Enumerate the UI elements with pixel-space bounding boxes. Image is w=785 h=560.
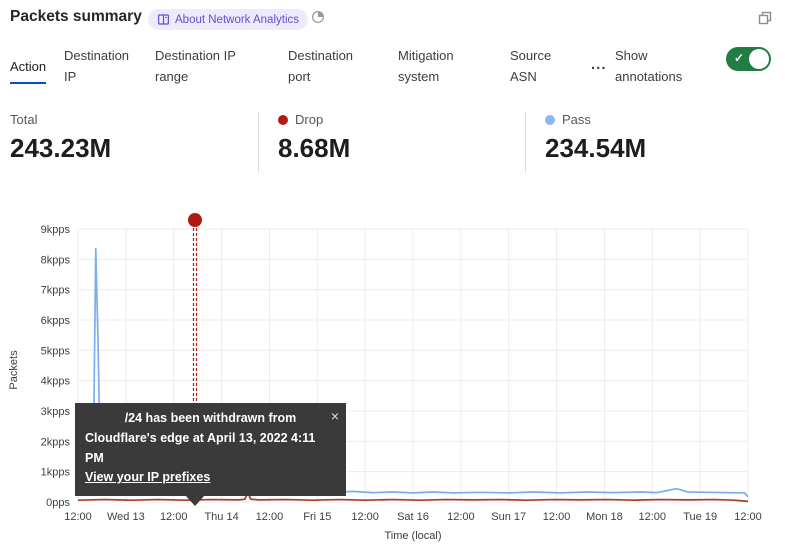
- book-icon: [157, 13, 170, 26]
- series-drop: [77, 492, 749, 503]
- annotation-marker[interactable]: [187, 213, 202, 502]
- popout-icon[interactable]: [757, 10, 773, 31]
- annotation-dot[interactable]: [187, 213, 202, 227]
- tooltip-caret: [185, 495, 205, 506]
- stat-divider: [525, 112, 526, 172]
- y-tick-label: 2kpps: [41, 436, 71, 448]
- gridlines: [77, 228, 749, 503]
- y-tick-label: 4kpps: [41, 376, 71, 388]
- x-tick-label: 12:00: [639, 511, 667, 523]
- y-tick-label: 5kpps: [41, 345, 71, 357]
- x-tick-label: 12:00: [64, 511, 92, 523]
- stat-pass: Pass 234.54M: [545, 112, 646, 164]
- pass-legend-dot: [545, 114, 555, 125]
- y-tick-label: 9kpps: [41, 224, 71, 236]
- packets-chart: 9kpps 8kpps 7kpps 6kpps 5kpps 4kpps 3kpps 2kpps…: [0, 195, 785, 555]
- x-tick-label: 12:00: [256, 511, 284, 523]
- x-tick-label: 12:00: [734, 511, 762, 523]
- x-tick-label: 12:00: [447, 511, 475, 523]
- x-axis-title: Time (local): [384, 530, 441, 542]
- y-tick-label: 7kpps: [41, 285, 71, 297]
- pie-timer-icon: [311, 10, 325, 29]
- y-tick-label: 1kpps: [41, 467, 71, 479]
- stat-drop-label: Drop: [278, 112, 350, 127]
- x-tick-label: 12:00: [160, 511, 188, 523]
- tab-action[interactable]: Action: [10, 57, 47, 84]
- stat-pass-value: 234.54M: [545, 133, 647, 163]
- y-tick-label: 0pps: [46, 497, 70, 509]
- drop-legend-dot: [278, 114, 288, 125]
- x-tick-label: Mon 18: [586, 511, 623, 523]
- x-tick-label: 12:00: [351, 511, 379, 523]
- x-tick-label: Wed 13: [107, 511, 145, 523]
- x-tick-label: Tue 19: [683, 511, 717, 523]
- close-icon[interactable]: ×: [330, 408, 339, 424]
- stat-total: Total 243.23M: [10, 112, 111, 164]
- stat-drop: Drop 8.68M: [278, 112, 350, 164]
- toggle-knob: [749, 49, 769, 69]
- tab-destination-ip-range[interactable]: Destination IP range: [155, 48, 236, 84]
- stat-total-value: 243.23M: [10, 133, 112, 163]
- stat-pass-label: Pass: [545, 112, 646, 127]
- stat-total-label: Total: [10, 112, 38, 127]
- annotation-tooltip: × /24 has been withdrawn from Cloudflare…: [75, 403, 346, 506]
- x-tick-label: Thu 14: [204, 511, 238, 523]
- x-tick-label: Fri 15: [303, 511, 331, 523]
- about-badge-label: About Network Analytics: [175, 13, 300, 26]
- x-tick-label: Sat 16: [397, 511, 429, 523]
- y-tick-label: 8kpps: [41, 254, 71, 266]
- x-tick-label: Sun 17: [491, 511, 526, 523]
- page-title: Packets summary: [10, 8, 142, 25]
- tooltip-line1: /24 has been withdrawn from: [124, 411, 297, 425]
- about-network-analytics-badge[interactable]: About Network Analytics: [148, 9, 309, 30]
- show-annotations-label: Show annotations: [615, 48, 683, 84]
- tab-destination-ip[interactable]: Destination IP: [64, 48, 130, 84]
- y-tick-label: 3kpps: [41, 406, 71, 418]
- x-tick-label: 12:00: [543, 511, 571, 523]
- stat-drop-value: 8.68M: [278, 133, 351, 163]
- view-ip-prefixes-link[interactable]: View your IP prefixes: [85, 470, 211, 485]
- tab-mitigation-system[interactable]: Mitigation system: [398, 48, 454, 84]
- axis-labels: 9kpps 8kpps 7kpps 6kpps 5kpps 4kpps 3kpps 2kpps…: [8, 224, 762, 542]
- more-tabs-ellipsis[interactable]: ...: [591, 56, 607, 73]
- tab-destination-port[interactable]: Destination port: [288, 48, 354, 84]
- check-icon: ✓: [734, 51, 745, 65]
- stat-divider: [258, 112, 259, 172]
- y-axis-title: Packets: [8, 350, 20, 390]
- tab-source-asn[interactable]: Source ASN: [510, 48, 552, 84]
- tooltip-line2: Cloudflare's edge at April 13, 2022 4:11…: [85, 430, 316, 465]
- y-tick-label: 6kpps: [41, 315, 71, 327]
- show-annotations-toggle[interactable]: ✓: [726, 47, 771, 71]
